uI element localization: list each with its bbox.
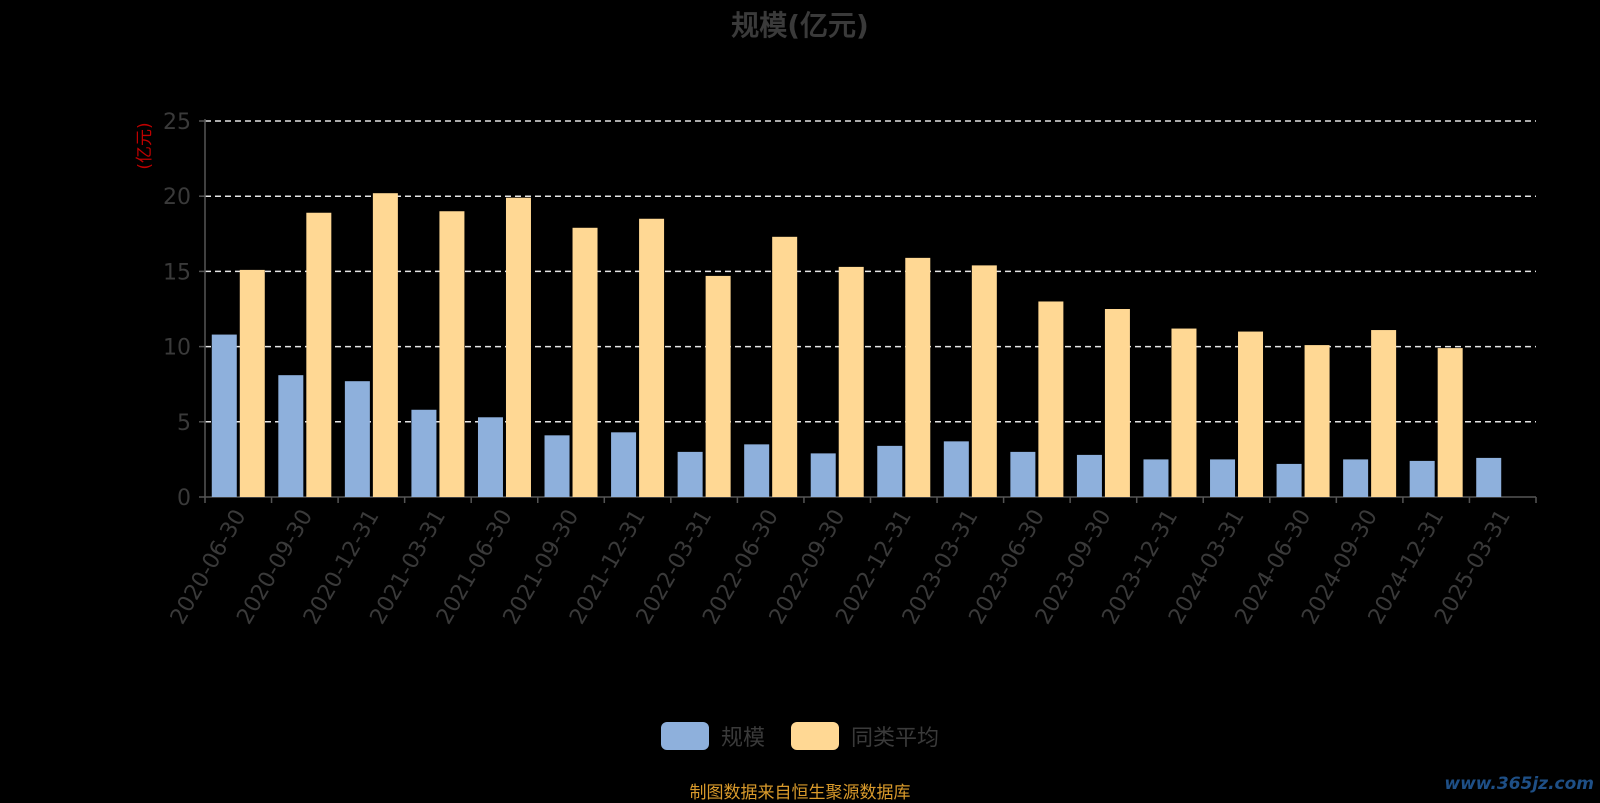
bar-peer-average (1371, 330, 1397, 497)
bar-peer-average (439, 211, 465, 498)
bar-scale (1076, 454, 1102, 497)
bar-peer-average (572, 227, 598, 497)
bar-peer-average (639, 218, 665, 497)
y-axis-unit-label: (亿元) (135, 122, 155, 169)
bar-peer-average (505, 197, 531, 498)
bar-scale (1476, 457, 1502, 497)
bar-scale (877, 445, 903, 497)
bar-scale (278, 375, 304, 497)
bar-peer-average (1304, 345, 1330, 497)
bar-peer-average (772, 236, 798, 498)
watermark: www.365jz.com (1444, 774, 1594, 794)
bar-peer-average (905, 257, 931, 497)
bar-scale (411, 409, 437, 497)
bar-scale (1343, 459, 1369, 497)
bar-scale (744, 444, 770, 497)
bar-peer-average (1104, 309, 1130, 497)
y-tick-label: 0 (177, 486, 191, 511)
bar-scale (1010, 451, 1036, 497)
bar-peer-average (1171, 328, 1197, 497)
legend-item-scale[interactable]: 规模 (660, 720, 765, 752)
bar-scale (810, 453, 836, 497)
bar-scale (611, 432, 637, 497)
bar-peer-average (306, 212, 332, 497)
bar-scale (477, 417, 503, 497)
bar-scale (1409, 460, 1435, 497)
bar-scale (677, 451, 703, 497)
legend: 规模 同类平均 (0, 720, 1600, 752)
y-tick-label: 25 (163, 110, 191, 135)
legend-item-peer-average[interactable]: 同类平均 (791, 720, 939, 752)
bar-scale (1210, 459, 1236, 497)
chart-title: 规模(亿元) (731, 9, 869, 42)
bar-peer-average (838, 266, 864, 497)
bar-peer-average (1038, 301, 1064, 497)
bar-peer-average (372, 193, 398, 497)
data-source-note: 制图数据来自恒生聚源数据库 (689, 783, 911, 803)
bar-peer-average (1238, 331, 1264, 497)
bar-scale (211, 334, 237, 497)
y-tick-label: 15 (163, 260, 191, 285)
bar-peer-average (705, 275, 731, 497)
legend-swatch-scale (660, 722, 709, 750)
bar-peer-average (1437, 348, 1463, 497)
bar-scale (1143, 459, 1169, 497)
bar-scale (344, 381, 370, 497)
bar-peer-average (239, 269, 265, 497)
legend-swatch-peer-average (791, 722, 839, 750)
bar-scale (1276, 463, 1302, 497)
bar-chart: 0510152025(亿元)2020-06-302020-09-302020-1… (135, 110, 1537, 629)
bar-scale (943, 441, 969, 497)
y-tick-label: 5 (177, 411, 191, 436)
legend-label-peer-average: 同类平均 (851, 726, 940, 751)
bar-scale (544, 435, 570, 497)
legend-label-scale: 规模 (720, 726, 765, 751)
y-tick-label: 10 (163, 336, 191, 361)
bar-peer-average (971, 265, 997, 497)
y-tick-label: 20 (163, 185, 191, 210)
